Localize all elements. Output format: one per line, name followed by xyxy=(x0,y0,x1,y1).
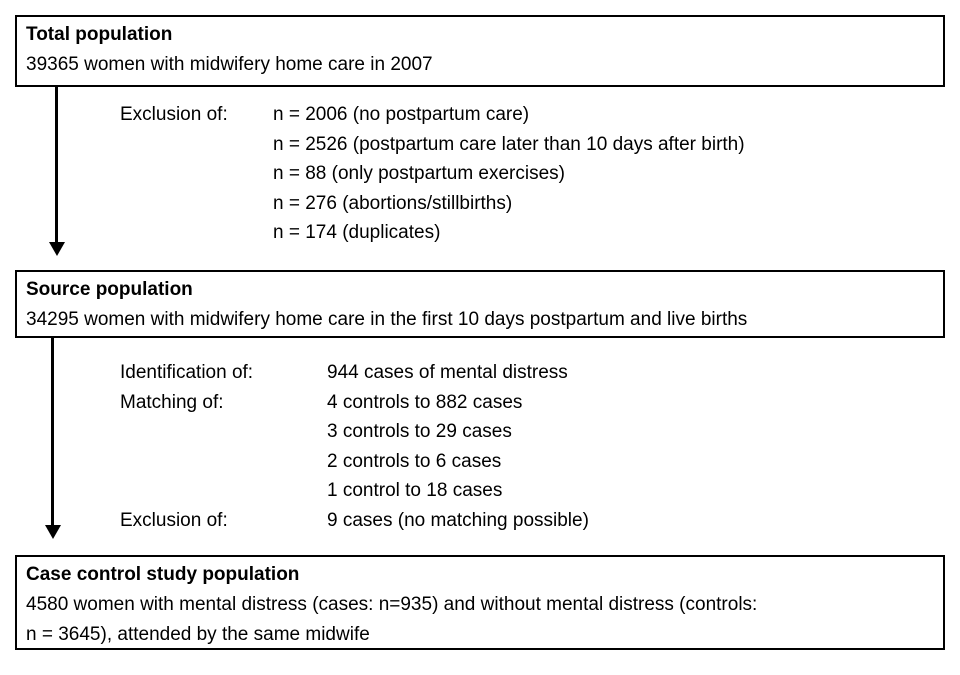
matching-row-label xyxy=(120,476,327,506)
box-case-control-population-title: Case control study population xyxy=(26,564,300,585)
exclusion-block: Exclusion of: n = 2006 (no postpartum ca… xyxy=(120,100,745,248)
matching-row-value: 9 cases (no matching possible) xyxy=(327,509,589,531)
box-total-population-title: Total population xyxy=(26,24,173,45)
exclusion-row-value: n = 174 (duplicates) xyxy=(273,222,441,243)
arrow-down-icon xyxy=(44,525,61,539)
exclusion-row: n = 276 (abortions/stillbirths) xyxy=(120,189,745,219)
exclusion-row: n = 2526 (postpartum care later than 10 … xyxy=(120,130,745,160)
matching-row-value: 2 controls to 6 cases xyxy=(327,450,502,472)
exclusion-row-value: n = 2526 (postpartum care later than 10 … xyxy=(273,133,745,155)
arrow-stem xyxy=(51,338,54,527)
matching-row-value: 3 controls to 29 cases xyxy=(327,421,512,443)
exclusion-row: Exclusion of: n = 2006 (no postpartum ca… xyxy=(120,100,745,130)
exclusion-row-label xyxy=(120,189,273,219)
box-source-population: Source population 34295 women with midwi… xyxy=(15,270,945,338)
matching-row: Exclusion of: 9 cases (no matching possi… xyxy=(120,506,589,536)
box-source-population-title: Source population xyxy=(26,279,193,300)
matching-row-label: Identification of: xyxy=(120,362,254,383)
exclusion-row: n = 174 (duplicates) xyxy=(120,218,745,248)
matching-row: 3 controls to 29 cases xyxy=(120,417,589,447)
matching-row-value: 1 control to 18 cases xyxy=(327,480,503,502)
matching-block: Identification of: 944 cases of mental d… xyxy=(120,358,589,536)
box-case-control-population-body-line2: n = 3645), attended by the same midwife xyxy=(26,624,370,645)
exclusion-row-value: n = 88 (only postpartum exercises) xyxy=(273,163,565,184)
exclusion-row-value: n = 276 (abortions/stillbirths) xyxy=(273,192,513,214)
exclusion-row-label: Exclusion of: xyxy=(120,104,228,125)
matching-row-value: 944 cases of mental distress xyxy=(327,362,568,383)
exclusion-row-value: n = 2006 (no postpartum care) xyxy=(273,104,530,125)
matching-row-label xyxy=(120,447,327,477)
matching-row: Identification of: 944 cases of mental d… xyxy=(120,358,589,388)
box-case-control-population: Case control study population 4580 women… xyxy=(15,555,945,650)
matching-row-label: Matching of: xyxy=(120,391,224,413)
box-total-population-body: 39365 women with midwifery home care in … xyxy=(26,54,433,75)
matching-row-label: Exclusion of: xyxy=(120,509,228,531)
matching-row: 2 controls to 6 cases xyxy=(120,447,589,477)
exclusion-row-label xyxy=(120,130,273,160)
box-source-population-body: 34295 women with midwifery home care in … xyxy=(26,309,748,330)
arrow-stem xyxy=(55,87,58,244)
exclusion-row-label xyxy=(120,159,273,189)
box-case-control-population-body-line1: 4580 women with mental distress (cases: … xyxy=(26,594,758,615)
arrow-down-icon xyxy=(48,242,65,256)
matching-row-label xyxy=(120,417,327,447)
exclusion-row: n = 88 (only postpartum exercises) xyxy=(120,159,745,189)
exclusion-row-label xyxy=(120,218,273,248)
matching-row-value: 4 controls to 882 cases xyxy=(327,391,523,413)
box-total-population: Total population 39365 women with midwif… xyxy=(15,15,945,87)
matching-row: 1 control to 18 cases xyxy=(120,476,589,506)
matching-row: Matching of: 4 controls to 882 cases xyxy=(120,388,589,418)
